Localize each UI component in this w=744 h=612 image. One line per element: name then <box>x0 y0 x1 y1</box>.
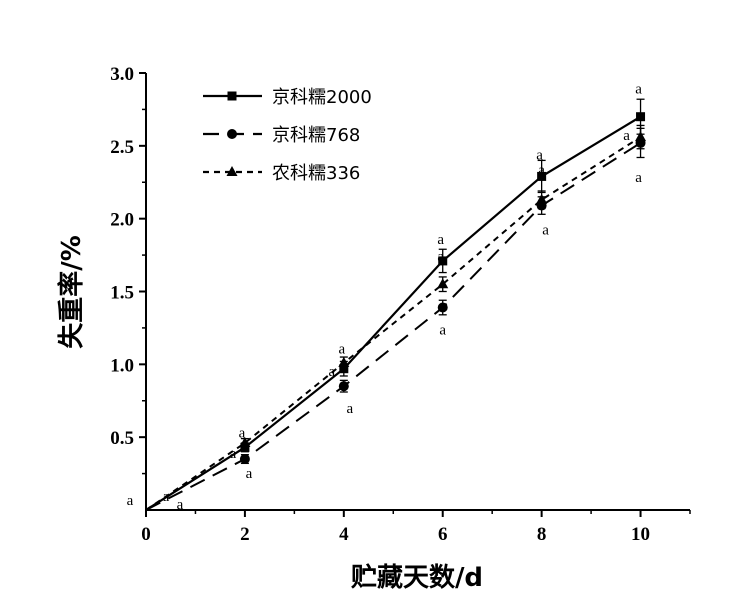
significance-label: a <box>338 342 345 358</box>
significance-label: a <box>635 82 642 98</box>
y-tick-label: 3.0 <box>110 64 134 85</box>
significance-label: a <box>439 323 446 339</box>
data-point <box>537 171 547 181</box>
significance-label: a <box>127 493 134 509</box>
series-line <box>145 115 642 511</box>
x-tick-label: 8 <box>537 524 547 545</box>
y-tick-label: 2.5 <box>110 137 134 158</box>
significance-label: a <box>163 489 170 505</box>
data-point <box>437 302 448 313</box>
data-point <box>338 381 349 392</box>
legend-label: 农科糯336 <box>272 163 360 184</box>
x-tick-label: 0 <box>141 524 151 545</box>
significance-label: a <box>623 128 630 144</box>
x-tick-label: 2 <box>240 524 250 545</box>
y-tick-label: 2.0 <box>110 210 134 231</box>
data-point <box>635 131 647 142</box>
significance-label: a <box>230 446 237 462</box>
significance-label: a <box>246 466 253 482</box>
axes: 0 2 4 6 8 10 0.5 1.0 1.5 2.0 2.5 3.0 <box>110 64 691 545</box>
y-tick-label: 0.5 <box>110 428 134 449</box>
significance-label: a <box>437 249 444 265</box>
y-axis-title: 失重率/% <box>56 235 87 349</box>
data-point <box>636 112 646 122</box>
legend-marker <box>227 91 237 101</box>
significance-label: a <box>635 170 642 186</box>
significance-label: a <box>177 497 184 513</box>
data-point <box>338 356 350 367</box>
y-tick-label: 1.5 <box>110 283 134 304</box>
data-point <box>438 256 448 266</box>
data-point <box>239 454 250 465</box>
data-point <box>239 436 251 447</box>
legend: 京科糯2000 京科糯768 农科糯336 <box>203 87 372 184</box>
legend-entry: 京科糯768 <box>203 125 360 146</box>
significance-label: a <box>538 163 545 179</box>
significance-label: a <box>328 364 335 380</box>
x-tick-label: 10 <box>631 524 650 545</box>
significance-label: a <box>437 232 444 248</box>
legend-label: 京科糯768 <box>272 125 360 146</box>
legend-marker <box>226 166 238 176</box>
x-tick-label: 4 <box>339 524 349 545</box>
legend-label: 京科糯2000 <box>272 87 372 108</box>
x-tick-label: 6 <box>438 524 448 545</box>
series-line <box>145 142 642 511</box>
data-point <box>536 193 548 204</box>
x-axis-title: 贮藏天数/d <box>351 563 483 593</box>
significance-label: a <box>542 223 549 239</box>
significance-label: a <box>536 147 543 163</box>
y-tick-label: 1.0 <box>110 355 134 376</box>
significance-label: a <box>346 401 353 417</box>
legend-entry: 农科糯336 <box>203 163 360 184</box>
data-point <box>437 278 449 289</box>
legend-marker <box>227 129 237 139</box>
significance-label: a <box>239 425 246 441</box>
legend-entry: 京科糯2000 <box>203 87 372 108</box>
series-line <box>145 136 642 511</box>
